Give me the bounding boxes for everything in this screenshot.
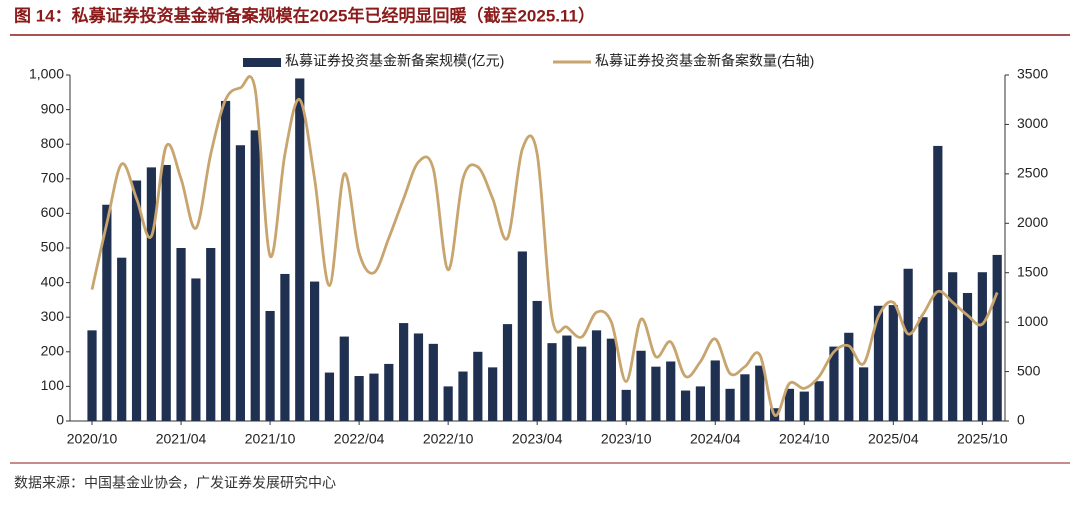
y2-tick-label: 3000 (1017, 115, 1048, 131)
chart-title: 图 14：私募证券投资基金新备案规模在2025年已经明显回暖（截至2025.11… (14, 5, 595, 25)
x-tick-label: 2022/04 (334, 431, 385, 447)
bar (384, 363, 394, 421)
bar (265, 310, 275, 421)
bar (621, 389, 631, 421)
bar (87, 330, 97, 421)
bar (102, 204, 112, 421)
bar (814, 381, 824, 421)
bar (948, 272, 958, 421)
bar (784, 388, 795, 421)
x-tick-label: 2020/10 (67, 431, 118, 447)
bar (992, 254, 1002, 421)
bar (146, 167, 156, 421)
x-tick-label: 2024/04 (690, 431, 741, 447)
bar (918, 317, 928, 421)
bar (354, 376, 364, 421)
bar (339, 336, 349, 421)
y2-tick-label: 2500 (1017, 165, 1048, 181)
bar (250, 130, 260, 422)
y2-tick-label: 1500 (1017, 263, 1048, 279)
bar (888, 305, 898, 421)
bar (977, 272, 987, 421)
x-tick-label: 2023/10 (601, 431, 652, 447)
y2-tick-label: 0 (1017, 412, 1025, 428)
source-note: 数据来源：中国基金业协会，广发证券发展研究中心 (14, 475, 336, 491)
legend-label: 私募证券投资基金新备案规模(亿元) (285, 53, 504, 69)
x-tick-label: 2024/10 (779, 431, 830, 447)
bar (161, 164, 171, 421)
bar (710, 360, 720, 421)
bar (220, 100, 231, 421)
bar (532, 300, 542, 421)
bar (651, 366, 661, 421)
bar (117, 257, 127, 421)
bar (547, 343, 557, 421)
bar (962, 292, 973, 421)
bar (636, 350, 646, 421)
bar (680, 390, 691, 421)
bar (517, 251, 527, 421)
bar (873, 305, 884, 421)
y-tick-label: 100 (41, 377, 65, 393)
bar (488, 367, 498, 421)
bar (844, 332, 854, 421)
bar (324, 372, 335, 421)
y-tick-label: 600 (41, 204, 65, 220)
bar (755, 365, 765, 421)
y-tick-label: 900 (41, 100, 65, 116)
bar (458, 371, 468, 421)
line (90, 75, 999, 417)
bar (799, 391, 809, 421)
bar (280, 273, 290, 421)
bar (725, 388, 735, 421)
bar (413, 333, 424, 421)
bar (829, 346, 839, 421)
y2-tick-label: 500 (1017, 362, 1041, 378)
bar (473, 351, 483, 421)
x-tick-label: 2023/04 (512, 431, 563, 447)
y-tick-label: 300 (41, 308, 65, 324)
y2-tick-label: 1000 (1017, 313, 1048, 329)
bar (606, 338, 616, 421)
x-tick-label: 2022/10 (423, 431, 474, 447)
bar (369, 373, 379, 421)
x-tick-label: 2025/04 (868, 431, 919, 447)
bar (295, 78, 305, 422)
bar (591, 330, 602, 421)
bar (191, 278, 201, 421)
bar (176, 248, 186, 421)
y-tick-label: 0 (56, 412, 64, 428)
y2-tick-label: 3500 (1017, 66, 1048, 82)
bar (695, 386, 706, 421)
bar (502, 324, 513, 421)
bar (310, 281, 320, 421)
bar (443, 386, 453, 421)
y-tick-label: 500 (41, 239, 65, 255)
bar (399, 323, 409, 421)
y-tick-label: 800 (41, 135, 65, 151)
legend-swatch (243, 58, 281, 67)
bar (562, 335, 572, 421)
y-tick-label: 700 (41, 170, 65, 186)
bar (859, 367, 869, 421)
y2-tick-label: 2000 (1017, 214, 1048, 230)
y-tick-label: 400 (41, 273, 65, 289)
bar (206, 248, 216, 421)
bar (666, 361, 676, 421)
bar (235, 145, 246, 421)
bar (577, 346, 587, 421)
bar (131, 180, 142, 421)
y-tick-label: 1,000 (29, 66, 64, 82)
bar (428, 343, 438, 421)
x-tick-label: 2021/04 (156, 431, 207, 447)
bar (933, 145, 943, 421)
bar (740, 374, 750, 421)
y-tick-label: 200 (41, 343, 65, 359)
legend-label: 私募证券投资基金新备案数量(右轴) (595, 53, 814, 69)
bar (903, 268, 913, 421)
x-tick-label: 2021/10 (245, 431, 296, 447)
x-tick-label: 2025/10 (957, 431, 1008, 447)
